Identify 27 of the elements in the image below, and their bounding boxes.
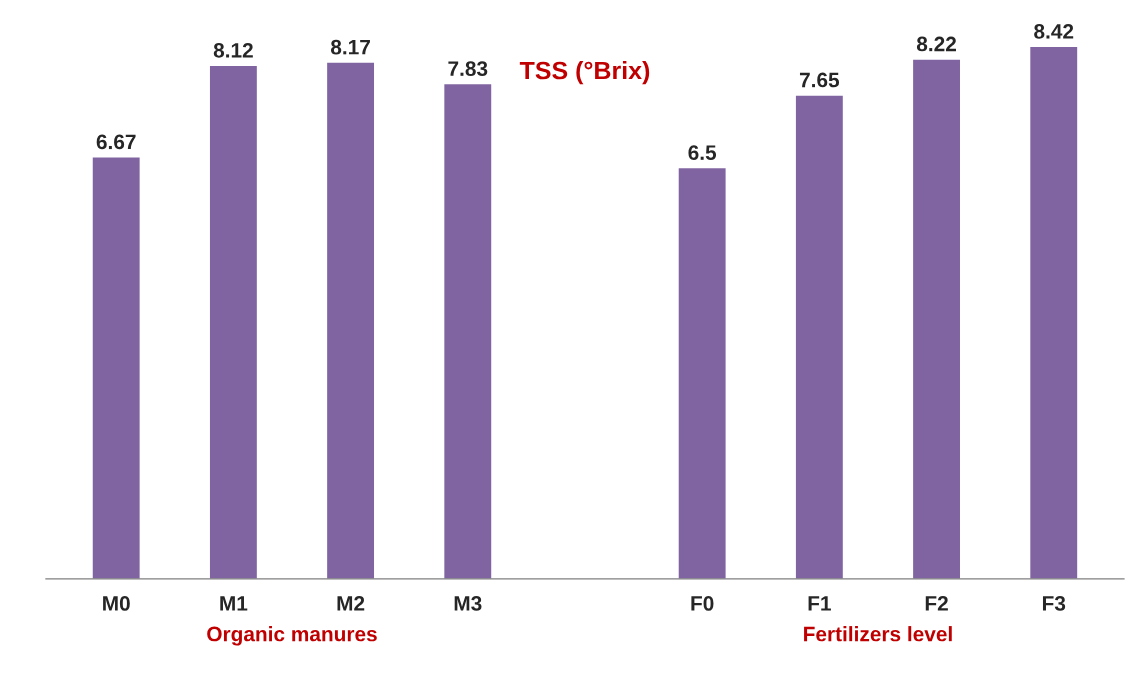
x-tick-label: M1 [220,596,248,611]
bar [1030,47,1078,579]
data-label: 8.12 [213,42,253,58]
data-label: 6.67 [96,134,136,150]
x-tick-label: F3 [1042,596,1066,611]
x-tick-label: M2 [337,596,365,611]
text: TSS (°Brix) [519,60,650,85]
x-tick-label: F2 [925,596,948,611]
bar [92,157,140,579]
x-tick-label: F0 [691,596,714,611]
bar [444,84,492,579]
text: Fertilizers level [804,626,952,642]
data-label: 8.17 [330,39,370,55]
x-tick-label: M3 [454,596,482,611]
bar [678,168,726,579]
data-label: 6.5 [688,145,717,161]
data-label: 7.83 [448,61,488,77]
data-label: 8.22 [916,36,956,52]
data-label: 8.42 [1034,23,1074,39]
bar [209,65,257,579]
bar [795,95,843,579]
bar [327,62,375,579]
data-label: 7.65 [799,72,840,88]
text: Organic manures [207,626,377,646]
x-tick-label: F1 [808,596,831,611]
x-tick-label: M0 [103,596,130,611]
bar [913,59,960,579]
